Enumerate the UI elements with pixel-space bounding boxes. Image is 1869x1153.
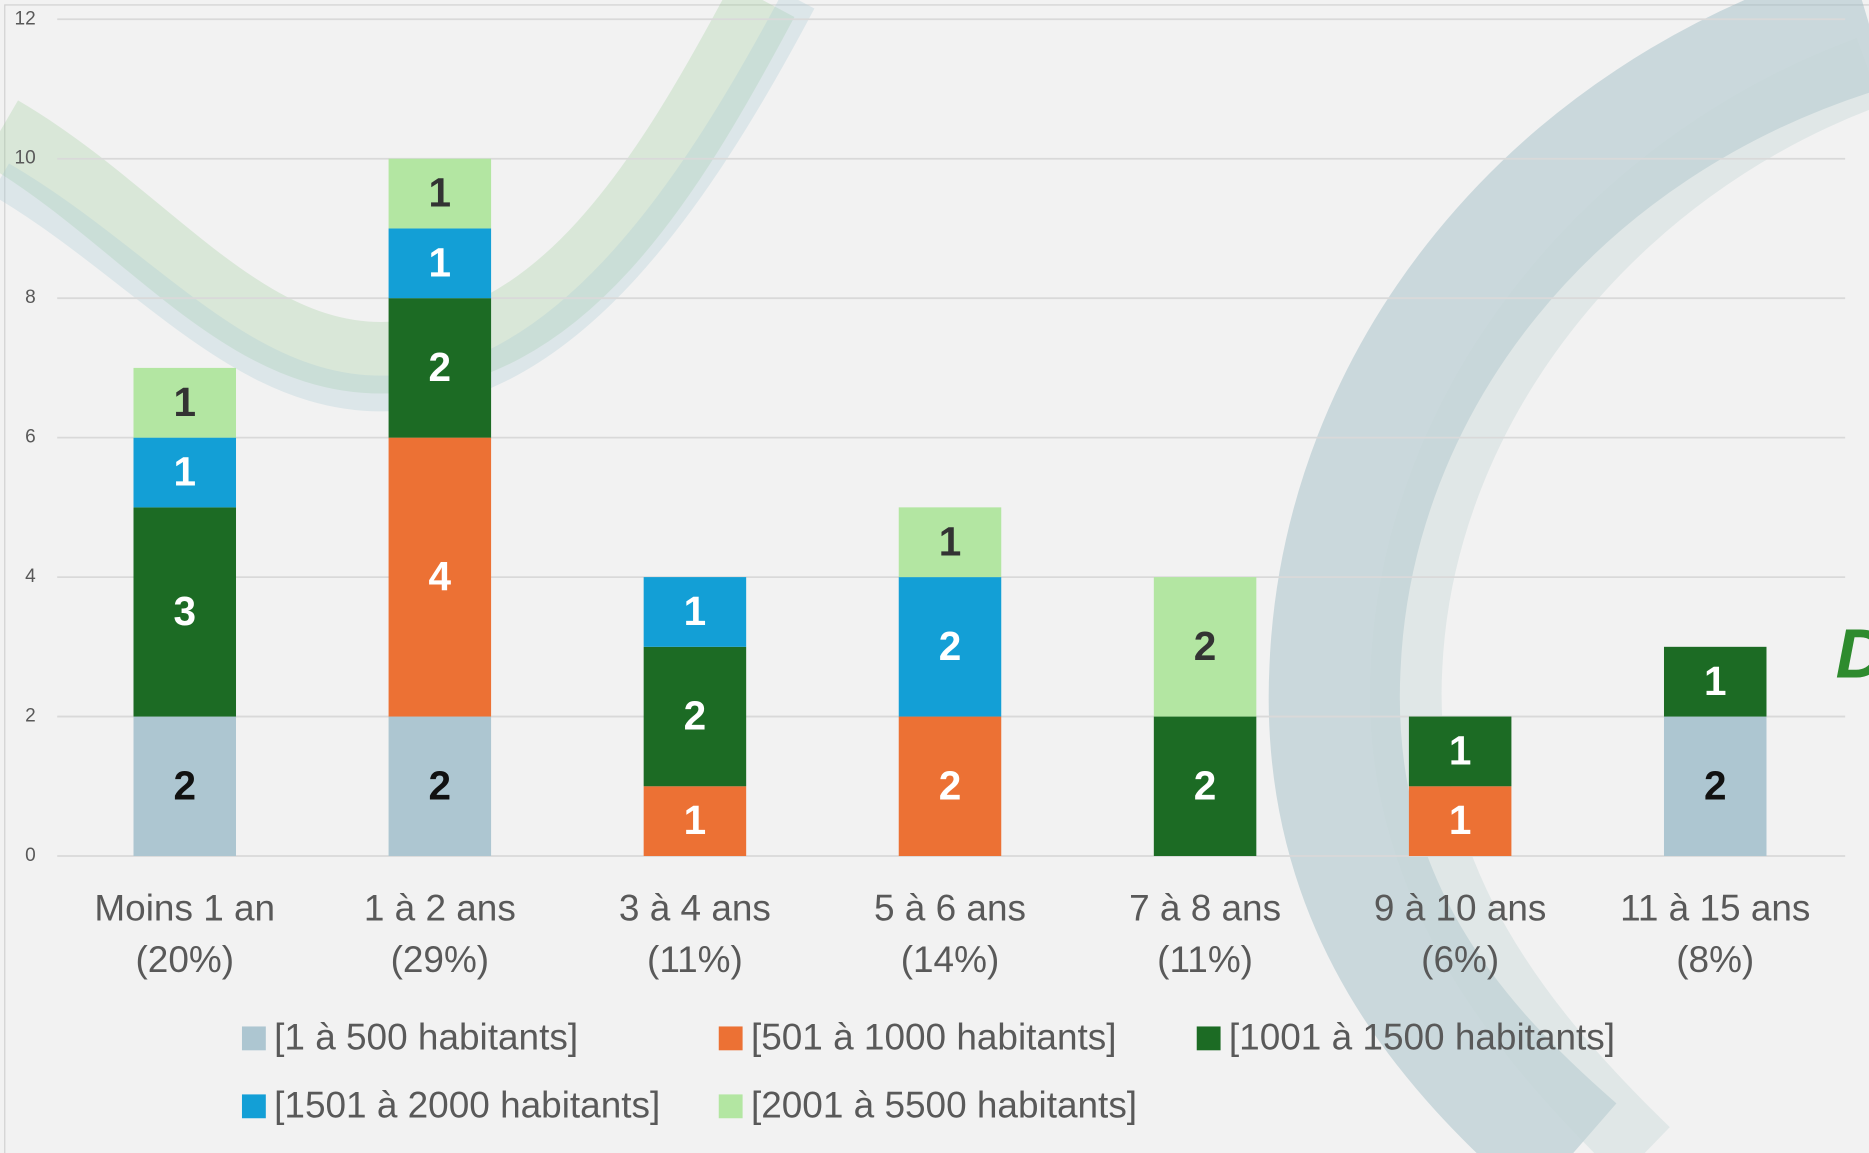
y-tick-label: 4 <box>25 566 36 587</box>
x-tick-label: 1 à 2 ans <box>364 888 516 929</box>
data-label: 1 <box>173 379 196 425</box>
x-tick-label: 7 à 8 ans <box>1129 888 1281 929</box>
bar-segment <box>133 507 237 717</box>
y-tick-label: 6 <box>25 427 36 448</box>
frame <box>4 4 1869 1153</box>
bar-segment <box>1408 786 1512 857</box>
data-label: 1 <box>939 518 962 564</box>
bar-segment <box>898 716 1002 857</box>
data-label: 1 <box>1449 728 1472 774</box>
bar-segment <box>1663 646 1767 717</box>
x-tick-label: (11%) <box>1157 939 1253 980</box>
bar-segment <box>388 298 492 438</box>
bar-segment <box>388 716 492 857</box>
x-tick-label: (11%) <box>647 939 743 980</box>
bar-segment <box>133 716 237 857</box>
data-label: 2 <box>173 762 196 808</box>
data-label: 1 <box>684 797 707 843</box>
bar-segment <box>1153 577 1257 717</box>
x-tick-label: (8%) <box>1676 939 1754 980</box>
bar-segment <box>1663 716 1767 857</box>
legend-label: [1 à 500 habitants] <box>274 1016 578 1057</box>
bar-segment <box>133 367 237 438</box>
y-tick-label: 10 <box>15 148 36 169</box>
y-tick-label: 0 <box>25 845 36 866</box>
legend-label: [2001 à 5500 habitants] <box>751 1084 1137 1125</box>
legend-label: [501 à 1000 habitants] <box>751 1016 1117 1057</box>
data-label: 2 <box>429 762 452 808</box>
y-tick-label: 8 <box>25 287 36 308</box>
data-label: 4 <box>429 553 452 599</box>
bar-segment <box>898 577 1002 717</box>
bar-segment <box>133 437 237 508</box>
legend-label: [1001 à 1500 habitants] <box>1229 1016 1615 1057</box>
y-tick-label: 2 <box>25 706 36 727</box>
x-tick-label: (14%) <box>901 939 1000 980</box>
legend-swatch <box>718 1094 743 1119</box>
data-label: 2 <box>429 344 452 390</box>
data-label: 3 <box>173 588 196 634</box>
data-label: 1 <box>1704 658 1727 704</box>
bar-segment <box>898 507 1002 578</box>
data-label: 2 <box>684 693 707 739</box>
bar-segment <box>388 158 492 229</box>
legend-swatch <box>718 1026 743 1051</box>
legend-swatch <box>241 1026 266 1051</box>
x-tick-label: 11 à 15 ans <box>1620 888 1810 929</box>
y-tick-label: 12 <box>15 8 36 29</box>
data-label: 2 <box>939 623 962 669</box>
data-label: 2 <box>939 762 962 808</box>
x-tick-label: (29%) <box>391 939 490 980</box>
data-label: 1 <box>1449 797 1472 843</box>
data-label: 1 <box>429 170 452 216</box>
legend-swatch <box>241 1094 266 1119</box>
x-tick-label: Moins 1 an <box>94 888 275 929</box>
x-tick-label: (6%) <box>1421 939 1499 980</box>
data-label: 2 <box>1704 762 1727 808</box>
data-label: 2 <box>1194 762 1217 808</box>
x-tick-label: 3 à 4 ans <box>619 888 771 929</box>
x-tick-label: 5 à 6 ans <box>874 888 1026 929</box>
data-label: 1 <box>429 239 452 285</box>
data-label: 1 <box>173 449 196 495</box>
bar-segment <box>388 228 492 299</box>
legend-swatch <box>1196 1026 1221 1051</box>
data-label: 2 <box>1194 623 1217 669</box>
bar-segment <box>1408 716 1512 787</box>
bar-segment <box>388 437 492 717</box>
legend-label: [1501 à 2000 habitants] <box>274 1084 660 1125</box>
data-label: 1 <box>684 588 707 634</box>
bar-segment <box>643 577 747 647</box>
bar-segment <box>643 786 747 857</box>
x-tick-label: 9 à 10 ans <box>1374 888 1547 929</box>
annotation: D <box>1836 615 1869 693</box>
x-tick-label: (20%) <box>135 939 234 980</box>
bar-segment <box>643 646 747 787</box>
bar-segment <box>1153 716 1257 857</box>
